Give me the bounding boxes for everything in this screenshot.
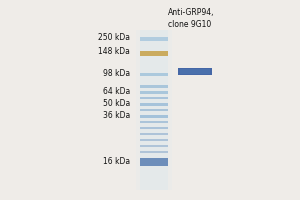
Text: 50 kDa: 50 kDa bbox=[103, 98, 130, 108]
Text: 16 kDa: 16 kDa bbox=[103, 158, 130, 166]
Text: 98 kDa: 98 kDa bbox=[103, 70, 130, 78]
Text: 64 kDa: 64 kDa bbox=[103, 86, 130, 96]
Text: Anti-GRP94,
clone 9G10: Anti-GRP94, clone 9G10 bbox=[168, 8, 214, 29]
Text: 250 kDa: 250 kDa bbox=[98, 33, 130, 43]
Text: 148 kDa: 148 kDa bbox=[98, 47, 130, 56]
Text: 36 kDa: 36 kDa bbox=[103, 112, 130, 120]
